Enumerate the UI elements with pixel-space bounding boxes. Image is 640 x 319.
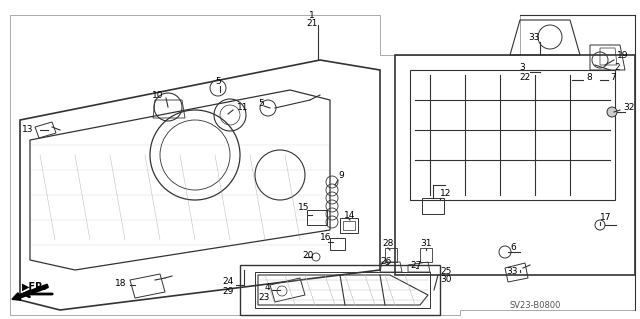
- Text: 33: 33: [506, 268, 518, 277]
- Text: 23: 23: [259, 293, 270, 301]
- Text: 4: 4: [264, 284, 270, 293]
- Bar: [422, 198, 444, 214]
- Text: 5: 5: [258, 99, 264, 108]
- Text: 11: 11: [237, 103, 248, 113]
- Circle shape: [607, 107, 617, 117]
- Text: 25: 25: [440, 266, 451, 276]
- Text: 5: 5: [215, 78, 221, 86]
- Text: 3: 3: [519, 63, 525, 72]
- Text: 33: 33: [528, 33, 540, 42]
- Text: 18: 18: [115, 279, 127, 288]
- Text: 21: 21: [307, 19, 317, 27]
- Text: ▶FR.: ▶FR.: [22, 282, 47, 292]
- Text: 22: 22: [519, 72, 531, 81]
- Text: 6: 6: [510, 243, 516, 253]
- Text: 7: 7: [610, 73, 616, 83]
- Text: 16: 16: [320, 234, 332, 242]
- Text: 28: 28: [382, 240, 394, 249]
- Text: 24: 24: [223, 278, 234, 286]
- Bar: [343, 221, 355, 230]
- Text: 9: 9: [338, 170, 344, 180]
- Text: 12: 12: [440, 189, 451, 197]
- Text: 14: 14: [344, 211, 355, 219]
- Text: 13: 13: [22, 125, 33, 135]
- Bar: [420, 248, 432, 262]
- Text: 15: 15: [298, 203, 310, 211]
- Text: 32: 32: [623, 103, 634, 113]
- Text: 27: 27: [410, 262, 421, 271]
- Bar: [330, 238, 345, 250]
- Text: 8: 8: [586, 73, 592, 83]
- Text: 2: 2: [614, 63, 620, 72]
- Text: SV23-B0800: SV23-B0800: [510, 300, 561, 309]
- Text: 19: 19: [617, 50, 628, 60]
- Bar: [340, 218, 358, 233]
- Text: 1: 1: [309, 11, 315, 19]
- Text: 30: 30: [440, 276, 451, 285]
- Text: 31: 31: [420, 240, 431, 249]
- Bar: [307, 210, 327, 225]
- Text: 10: 10: [152, 91, 163, 100]
- Text: 20: 20: [302, 250, 314, 259]
- Bar: [385, 248, 397, 262]
- Text: 26: 26: [380, 257, 392, 266]
- Text: 29: 29: [223, 286, 234, 295]
- Text: 17: 17: [600, 213, 611, 222]
